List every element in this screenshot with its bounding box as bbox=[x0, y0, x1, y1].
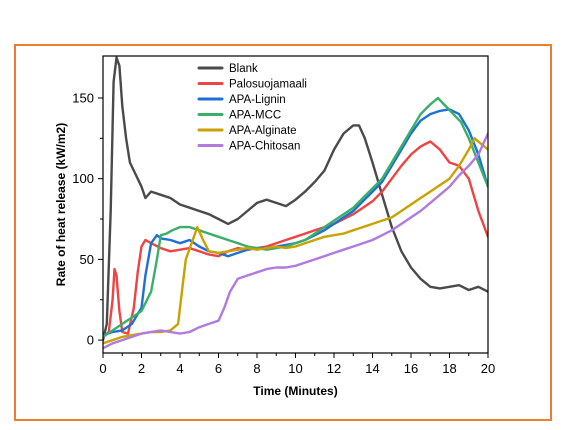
y-tick-label: 150 bbox=[72, 90, 94, 105]
y-axis-title: Rate of heat release (kW/m2) bbox=[54, 123, 68, 286]
x-tick-label: 12 bbox=[327, 361, 341, 376]
x-tick-label: 16 bbox=[404, 361, 418, 376]
legend-label: APA-Chitosan bbox=[229, 141, 300, 153]
heat-release-chart: Time (Minutes) Rate of heat release (kW/… bbox=[54, 55, 495, 398]
legend: Blank Palosuojamaali APA-Lignin APA-MCC APA-… bbox=[197, 63, 307, 153]
series-line-apa-lignin bbox=[103, 108, 488, 337]
x-tick-label: 2 bbox=[138, 361, 145, 376]
y-tick-label: 100 bbox=[72, 171, 94, 186]
x-tick-label: 4 bbox=[176, 361, 183, 376]
x-axis-title: Time (Minutes) bbox=[253, 384, 337, 398]
x-tick-label: 14 bbox=[365, 361, 379, 376]
x-tick-label: 8 bbox=[253, 361, 260, 376]
y-tick-label: 0 bbox=[87, 333, 94, 348]
legend-label: APA-Lignin bbox=[229, 94, 286, 106]
tick-marks bbox=[98, 97, 489, 358]
legend-label: Blank bbox=[229, 63, 258, 75]
legend-label: Palosuojamaali bbox=[229, 79, 307, 91]
series-line-apa-alginate bbox=[103, 137, 488, 345]
y-tick-label: 50 bbox=[80, 252, 94, 267]
x-tick-label: 6 bbox=[215, 361, 222, 376]
series-lines bbox=[103, 56, 488, 350]
x-tick-label: 20 bbox=[481, 361, 495, 376]
series-line-apa-chitosan bbox=[103, 132, 488, 350]
x-tick-label: 10 bbox=[288, 361, 302, 376]
series-line-apa-mcc bbox=[103, 96, 488, 339]
x-tick-label: 18 bbox=[442, 361, 456, 376]
series-line-blank bbox=[103, 56, 488, 342]
legend-label: APA-MCC bbox=[229, 110, 281, 122]
legend-label: APA-Alginate bbox=[229, 125, 297, 137]
chart-frame: Time (Minutes) Rate of heat release (kW/… bbox=[14, 44, 552, 421]
x-tick-label: 0 bbox=[99, 361, 106, 376]
